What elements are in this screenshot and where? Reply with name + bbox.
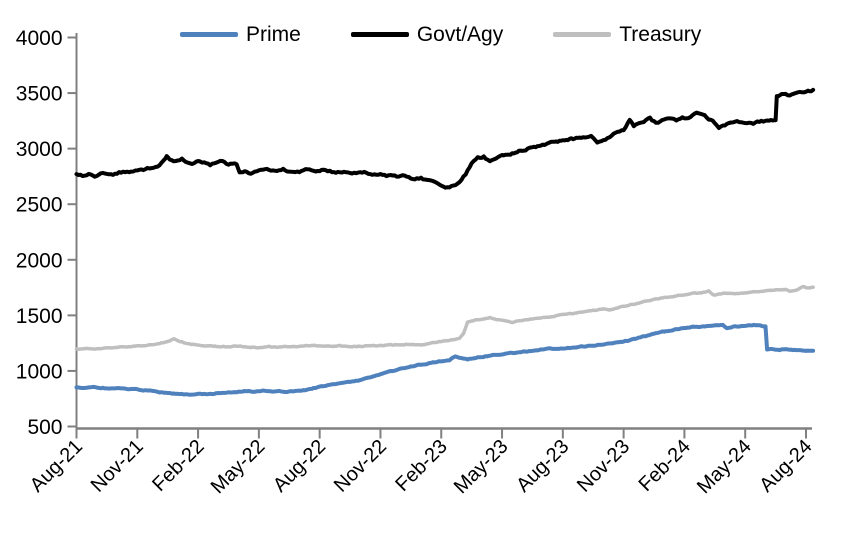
legend-item-treasury: Treasury bbox=[553, 24, 701, 45]
x-axis-label: Nov-21 bbox=[87, 435, 148, 496]
legend-item-prime: Prime bbox=[180, 24, 301, 45]
x-axis-label: Feb-22 bbox=[148, 435, 208, 495]
chart-legend: Prime Govt/Agy Treasury bbox=[180, 24, 701, 45]
legend-label-prime: Prime bbox=[246, 23, 301, 46]
x-axis-label: May-24 bbox=[693, 435, 756, 498]
series-line-prime bbox=[74, 322, 816, 397]
y-axis-label: 3000 bbox=[16, 138, 63, 161]
y-axis-label: 4000 bbox=[16, 27, 63, 50]
y-axis-label: 2500 bbox=[16, 194, 63, 217]
prime-line-swatch bbox=[180, 32, 238, 37]
x-axis-label: Aug-23 bbox=[512, 435, 573, 496]
x-axis-label: May-22 bbox=[207, 435, 270, 498]
legend-item-govt-agy: Govt/Agy bbox=[350, 23, 504, 46]
y-axis-label: 1000 bbox=[16, 360, 63, 383]
series-line-treasury bbox=[74, 284, 815, 351]
x-axis-label: May-23 bbox=[450, 435, 513, 498]
y-axis-label: 3500 bbox=[16, 83, 63, 106]
y-axis-label: 2000 bbox=[16, 249, 63, 272]
x-axis-label: Aug-22 bbox=[269, 435, 330, 496]
x-axis-label: Feb-24 bbox=[635, 435, 695, 495]
x-axis-label: Nov-23 bbox=[573, 435, 634, 496]
x-axis-label: Aug-24 bbox=[755, 435, 816, 496]
y-axis-label: 1500 bbox=[16, 305, 63, 328]
series-line-govt-agy bbox=[74, 87, 816, 190]
treasury-line-swatch bbox=[553, 32, 612, 37]
y-axis-label: 500 bbox=[27, 416, 62, 439]
govt-agy-line-swatch bbox=[350, 32, 409, 37]
legend-label-govt-agy: Govt/Agy bbox=[416, 23, 504, 46]
x-axis-label: Aug-21 bbox=[26, 435, 87, 496]
x-axis-label: Feb-23 bbox=[391, 435, 451, 495]
x-axis-label: Nov-22 bbox=[330, 435, 391, 496]
legend-label-treasury: Treasury bbox=[619, 23, 702, 46]
